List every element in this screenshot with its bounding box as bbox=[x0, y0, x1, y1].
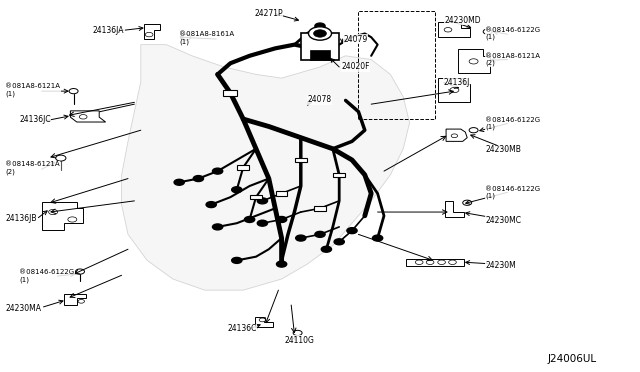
Circle shape bbox=[463, 200, 472, 205]
Circle shape bbox=[296, 235, 306, 241]
Text: ®08146-6122G
(1): ®08146-6122G (1) bbox=[19, 269, 74, 283]
Circle shape bbox=[334, 239, 344, 245]
Text: 24230MC: 24230MC bbox=[485, 216, 521, 225]
Bar bbox=[237, 165, 249, 170]
Circle shape bbox=[49, 209, 58, 215]
Polygon shape bbox=[445, 201, 464, 217]
Circle shape bbox=[174, 179, 184, 185]
Bar bbox=[310, 50, 330, 60]
Text: J24006UL: J24006UL bbox=[547, 354, 596, 364]
Circle shape bbox=[449, 260, 456, 264]
Circle shape bbox=[276, 261, 287, 267]
Text: 24136JA: 24136JA bbox=[93, 26, 124, 35]
Circle shape bbox=[483, 29, 492, 34]
Text: 24020F: 24020F bbox=[341, 62, 370, 71]
Circle shape bbox=[321, 246, 332, 252]
Circle shape bbox=[276, 217, 287, 222]
Circle shape bbox=[257, 220, 268, 226]
Text: 24136JB: 24136JB bbox=[5, 214, 36, 223]
Circle shape bbox=[444, 28, 452, 32]
Circle shape bbox=[212, 168, 223, 174]
Circle shape bbox=[293, 330, 302, 336]
Circle shape bbox=[244, 217, 255, 222]
Circle shape bbox=[315, 23, 325, 29]
Circle shape bbox=[69, 89, 78, 94]
Circle shape bbox=[426, 260, 434, 264]
Polygon shape bbox=[42, 202, 83, 230]
Circle shape bbox=[314, 30, 326, 37]
Polygon shape bbox=[70, 111, 106, 122]
Bar bbox=[223, 90, 237, 96]
Polygon shape bbox=[64, 294, 86, 305]
Bar bbox=[276, 191, 287, 196]
Polygon shape bbox=[446, 129, 467, 141]
Bar bbox=[314, 206, 326, 211]
Circle shape bbox=[259, 318, 266, 322]
Polygon shape bbox=[255, 317, 273, 327]
Circle shape bbox=[469, 128, 478, 133]
Polygon shape bbox=[438, 78, 470, 102]
Polygon shape bbox=[122, 45, 410, 290]
Text: 24230M: 24230M bbox=[485, 261, 516, 270]
Text: ®081A8-6121A
(2): ®081A8-6121A (2) bbox=[485, 53, 540, 66]
Bar bbox=[301, 33, 339, 60]
Polygon shape bbox=[458, 49, 490, 73]
Circle shape bbox=[232, 257, 242, 263]
Text: 24110G: 24110G bbox=[285, 336, 315, 345]
Circle shape bbox=[257, 198, 268, 204]
Circle shape bbox=[232, 187, 242, 193]
Circle shape bbox=[415, 260, 423, 264]
Circle shape bbox=[450, 87, 459, 93]
Circle shape bbox=[79, 115, 87, 119]
Circle shape bbox=[469, 59, 478, 64]
Circle shape bbox=[372, 235, 383, 241]
Text: 24136JC: 24136JC bbox=[19, 115, 51, 124]
Circle shape bbox=[68, 217, 77, 222]
Text: 24079: 24079 bbox=[344, 35, 368, 44]
Circle shape bbox=[451, 134, 458, 138]
Circle shape bbox=[180, 34, 191, 40]
Bar bbox=[333, 173, 345, 177]
Text: 24230MD: 24230MD bbox=[445, 16, 481, 25]
Circle shape bbox=[193, 176, 204, 182]
Circle shape bbox=[78, 299, 84, 303]
Polygon shape bbox=[144, 24, 160, 39]
Polygon shape bbox=[406, 259, 464, 266]
Bar bbox=[358, 11, 435, 119]
Text: 24136C: 24136C bbox=[227, 324, 257, 333]
Text: ®08146-6122G
(1): ®08146-6122G (1) bbox=[485, 117, 540, 130]
Circle shape bbox=[206, 202, 216, 208]
Text: 24271P: 24271P bbox=[254, 9, 283, 17]
Circle shape bbox=[145, 32, 153, 37]
Circle shape bbox=[347, 228, 357, 234]
Circle shape bbox=[438, 260, 445, 264]
Text: ®08146-6122G
(1): ®08146-6122G (1) bbox=[485, 186, 540, 199]
Text: ®08148-6121A
(2): ®08148-6121A (2) bbox=[5, 161, 60, 175]
Circle shape bbox=[308, 27, 332, 40]
Text: ®08146-6122G
(1): ®08146-6122G (1) bbox=[485, 27, 540, 40]
Text: 24230MA: 24230MA bbox=[5, 304, 41, 312]
Circle shape bbox=[76, 269, 84, 274]
Text: ®081A8-6121A
(1): ®081A8-6121A (1) bbox=[5, 83, 60, 97]
Text: 24078: 24078 bbox=[307, 95, 332, 104]
Bar bbox=[250, 195, 262, 199]
Polygon shape bbox=[438, 22, 470, 37]
Circle shape bbox=[315, 231, 325, 237]
Text: 24136J: 24136J bbox=[444, 78, 470, 87]
Circle shape bbox=[212, 224, 223, 230]
Circle shape bbox=[56, 155, 66, 161]
Text: 24230MB: 24230MB bbox=[485, 145, 521, 154]
Text: ®081A8-8161A
(1): ®081A8-8161A (1) bbox=[179, 31, 234, 45]
Bar bbox=[295, 158, 307, 162]
